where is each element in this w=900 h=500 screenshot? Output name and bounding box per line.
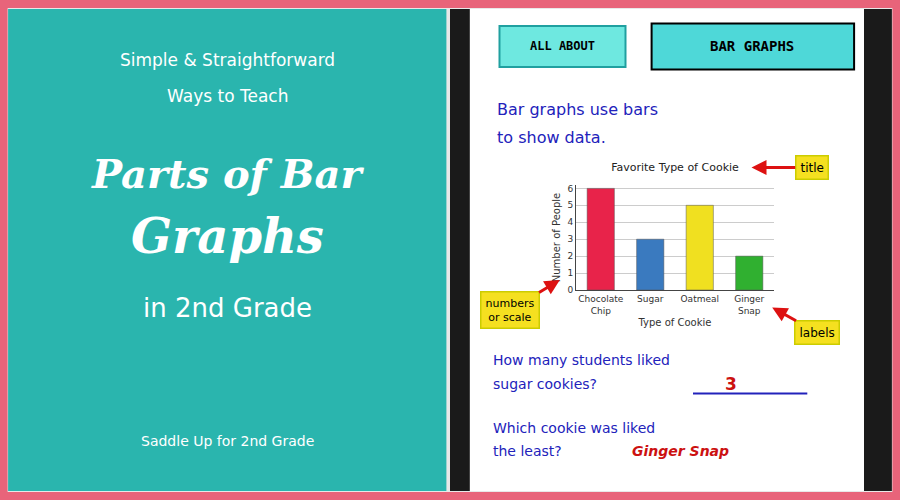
svg-text:3: 3: [725, 374, 737, 394]
svg-text:4: 4: [567, 217, 573, 227]
svg-text:Type of Cookie: Type of Cookie: [638, 317, 712, 328]
svg-text:How many students liked: How many students liked: [493, 352, 670, 368]
svg-text:Favorite Type of Cookie: Favorite Type of Cookie: [611, 161, 739, 174]
svg-text:Ginger Snap: Ginger Snap: [632, 443, 729, 459]
svg-text:title: title: [801, 161, 824, 175]
svg-text:BAR GRAPHS: BAR GRAPHS: [710, 38, 794, 54]
svg-text:2: 2: [567, 251, 573, 261]
svg-text:GingerSnap: GingerSnap: [734, 294, 764, 316]
svg-text:0: 0: [567, 285, 573, 295]
svg-text:Simple & Straightforward: Simple & Straightforward: [120, 50, 335, 70]
svg-text:1: 1: [567, 268, 573, 278]
svg-text:to show data.: to show data.: [497, 128, 606, 147]
svg-text:labels: labels: [800, 326, 835, 340]
svg-text:Ways to Teach: Ways to Teach: [167, 86, 288, 106]
svg-text:5: 5: [567, 200, 573, 210]
svg-text:Saddle Up for 2nd Grade: Saddle Up for 2nd Grade: [141, 433, 314, 449]
svg-text:the least?: the least?: [493, 443, 562, 459]
svg-text:ChocolateChip: ChocolateChip: [578, 294, 623, 316]
svg-text:Parts of Bar: Parts of Bar: [91, 150, 364, 197]
svg-text:in 2nd Grade: in 2nd Grade: [143, 293, 312, 323]
svg-text:numbersor scale: numbersor scale: [486, 297, 535, 324]
svg-text:Oatmeal: Oatmeal: [681, 294, 719, 304]
svg-text:3: 3: [567, 234, 573, 244]
svg-text:6: 6: [567, 184, 573, 194]
svg-text:Which cookie was liked: Which cookie was liked: [493, 420, 655, 436]
svg-text:Number of People: Number of People: [551, 193, 562, 282]
svg-text:Sugar: Sugar: [637, 294, 664, 304]
svg-text:Bar graphs use bars: Bar graphs use bars: [497, 100, 658, 119]
svg-text:ALL ABOUT: ALL ABOUT: [530, 39, 595, 53]
svg-text:Graphs: Graphs: [131, 208, 324, 264]
svg-text:sugar cookies?: sugar cookies?: [493, 376, 597, 392]
